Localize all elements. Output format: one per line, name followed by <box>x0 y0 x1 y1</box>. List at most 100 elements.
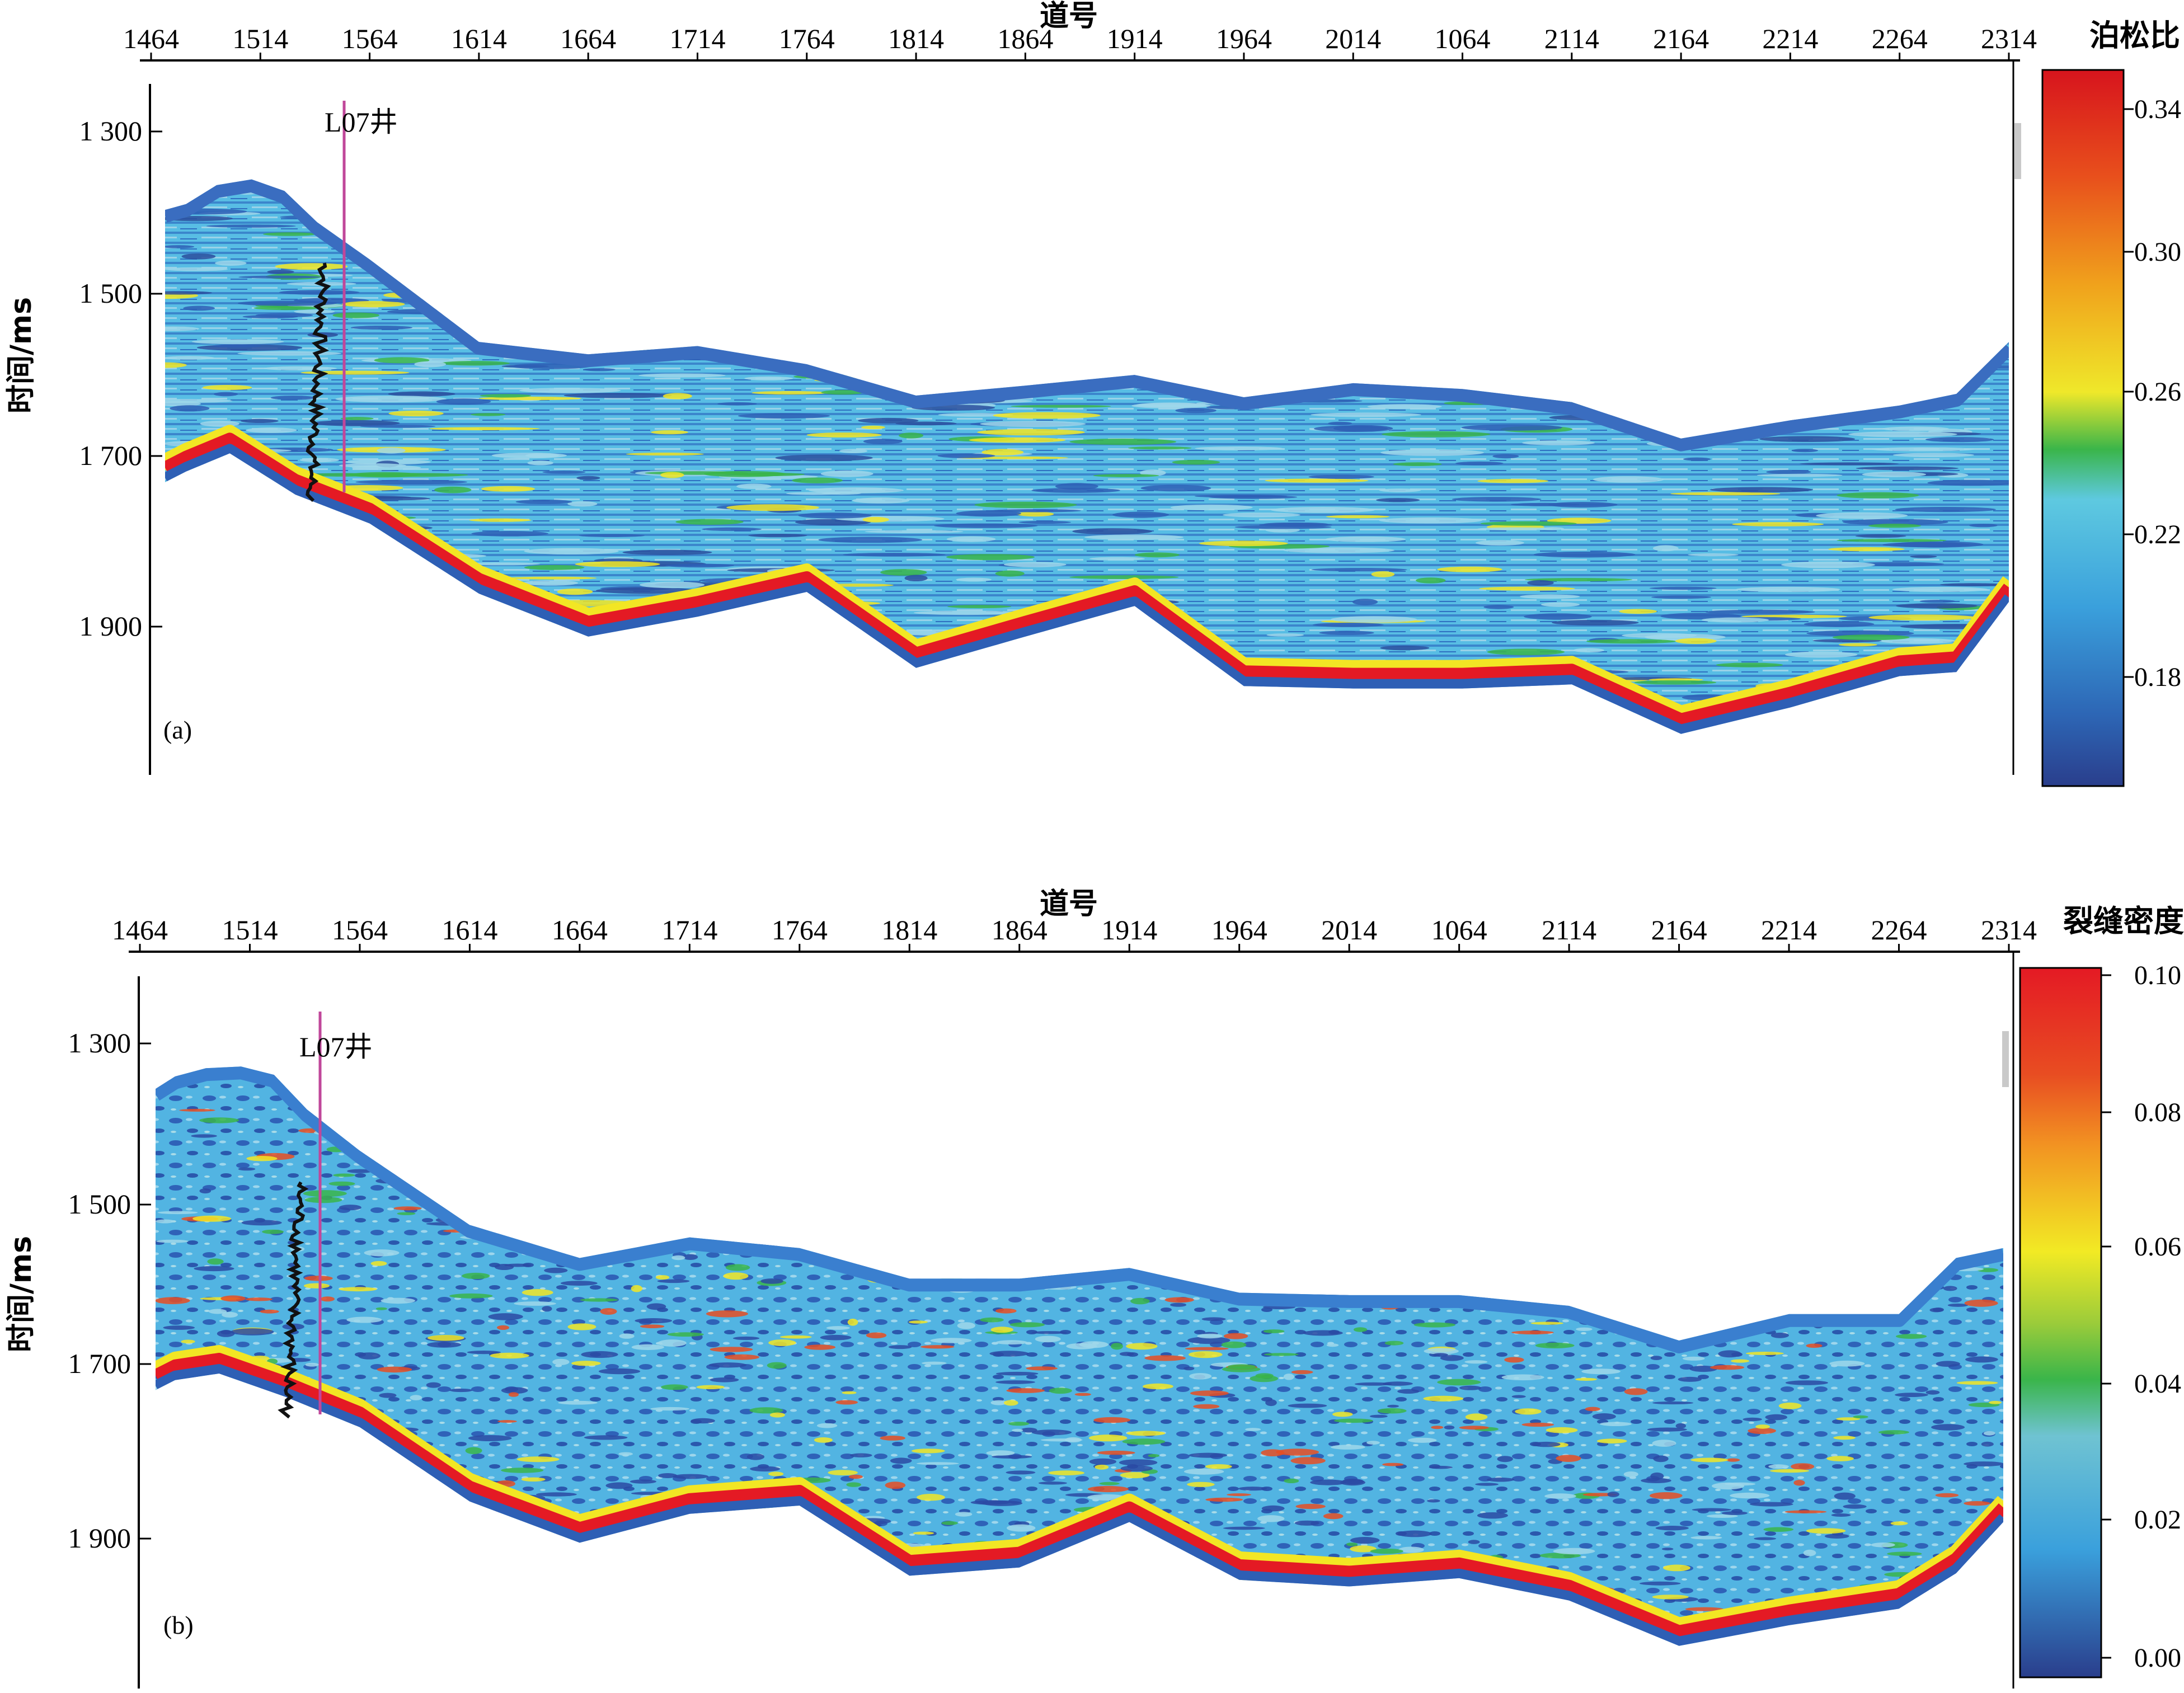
x-axis-title: 道号 <box>1040 887 1098 921</box>
section-streak <box>1311 412 1421 417</box>
section-streak <box>1308 474 1374 479</box>
section-streak <box>1768 1464 1790 1469</box>
section-streak <box>1800 462 1899 465</box>
section-streak <box>1683 457 1711 461</box>
section-streak <box>1187 1337 1230 1344</box>
section-streak <box>1726 1458 1740 1462</box>
section-streak <box>170 405 210 412</box>
section-streak <box>820 1334 852 1341</box>
section-streak <box>1754 1537 1777 1540</box>
x-tick-label: 2314 <box>1981 914 2037 946</box>
section-streak <box>1326 515 1389 519</box>
section-streak <box>1718 1350 1741 1358</box>
section-streak <box>1352 599 1378 605</box>
x-tick-label: 1864 <box>997 23 1053 54</box>
section-streak <box>760 1278 783 1284</box>
section-streak <box>1770 1469 1810 1473</box>
section-streak <box>200 420 239 427</box>
section-streak <box>1530 1322 1563 1325</box>
section-streak <box>1981 1441 1994 1447</box>
section-streak <box>738 413 830 419</box>
colorbar-tick-label: 0.26 <box>2134 377 2181 407</box>
section-streak <box>839 449 868 453</box>
section-streak <box>1303 1330 1343 1336</box>
x-tick-label: 2264 <box>1871 914 1927 946</box>
section-streak <box>1868 524 1922 528</box>
x-tick-label: 1614 <box>451 23 507 54</box>
section-streak <box>1748 1427 1776 1434</box>
section-streak <box>1209 495 1298 499</box>
section-streak <box>1069 575 1179 579</box>
section-streak <box>563 393 672 398</box>
section-streak <box>1007 1524 1036 1532</box>
section-streak <box>449 1388 473 1393</box>
section-streak <box>1311 568 1407 572</box>
section-streak <box>1477 479 1549 483</box>
section-streak <box>651 430 688 435</box>
section-streak <box>436 398 491 405</box>
section-streak <box>1088 1435 1128 1442</box>
section-streak <box>1332 1412 1353 1417</box>
y-tick-label: 1 900 <box>79 610 143 642</box>
section-streak <box>1205 1497 1243 1502</box>
section-streak <box>1223 1333 1248 1339</box>
y-tick-label: 1 500 <box>68 1188 131 1220</box>
section-streak <box>427 1335 464 1341</box>
section-streak <box>1199 540 1288 547</box>
section-streak <box>501 1468 544 1473</box>
section-streak <box>490 1352 529 1359</box>
section-streak <box>1586 639 1676 644</box>
section-streak <box>370 1261 387 1266</box>
section-streak <box>1437 1379 1481 1386</box>
section-streak <box>993 412 1101 419</box>
section-streak <box>1647 1427 1687 1432</box>
section-streak <box>328 1181 355 1186</box>
section-streak <box>724 1354 759 1360</box>
section-streak <box>1120 1472 1150 1479</box>
section-streak <box>1791 449 1819 453</box>
section-streak <box>165 291 212 295</box>
section-streak <box>1276 1449 1319 1456</box>
section-streak <box>1929 1308 1943 1313</box>
section-streak <box>1685 1607 1724 1611</box>
section-streak <box>980 1317 1004 1323</box>
section-streak <box>1793 1480 1805 1486</box>
colorbar-tick-label: 0.02 <box>2134 1505 2181 1535</box>
section-streak <box>377 447 406 454</box>
bottom-horizon-blue <box>165 444 2009 734</box>
section-streak <box>843 553 946 557</box>
colorbar <box>2019 967 2102 1678</box>
x-tick-label: 1064 <box>1431 914 1487 946</box>
section-streak <box>1892 541 1984 548</box>
scroll-marker <box>2014 123 2021 179</box>
section-streak <box>1069 439 1177 445</box>
section-streak <box>1925 437 1994 443</box>
section-streak <box>640 581 705 589</box>
section-streak <box>508 1392 519 1397</box>
bottom-horizon-blue <box>156 1364 2003 1646</box>
section-streak <box>995 1308 1017 1314</box>
section-streak <box>1501 1374 1544 1381</box>
section-streak <box>1325 536 1406 542</box>
section-streak <box>1806 630 1914 637</box>
section-streak <box>1122 1438 1166 1445</box>
section-streak <box>947 605 1012 609</box>
section-streak <box>1354 1382 1392 1386</box>
section-streak <box>183 305 215 311</box>
section-streak <box>1031 488 1120 493</box>
x-tick-label: 1714 <box>669 23 725 54</box>
plot-area: 1464 1514 1564 1614 1664 1714 1764 1814 1864 1914… <box>4 23 2181 787</box>
section-streak <box>1382 431 1491 438</box>
section-streak <box>1089 557 1145 561</box>
section-streak <box>913 1531 934 1535</box>
section-streak <box>863 439 903 444</box>
section-streak <box>156 1297 190 1305</box>
section-streak <box>208 1309 227 1314</box>
section-streak <box>1927 479 2009 486</box>
section-streak <box>1731 1359 1750 1363</box>
x-tick-label: 2214 <box>1761 914 1817 946</box>
section-streak <box>1006 1388 1045 1393</box>
section-streak <box>449 1293 493 1299</box>
section-streak <box>1310 1479 1346 1485</box>
section-streak <box>1464 1360 1488 1364</box>
